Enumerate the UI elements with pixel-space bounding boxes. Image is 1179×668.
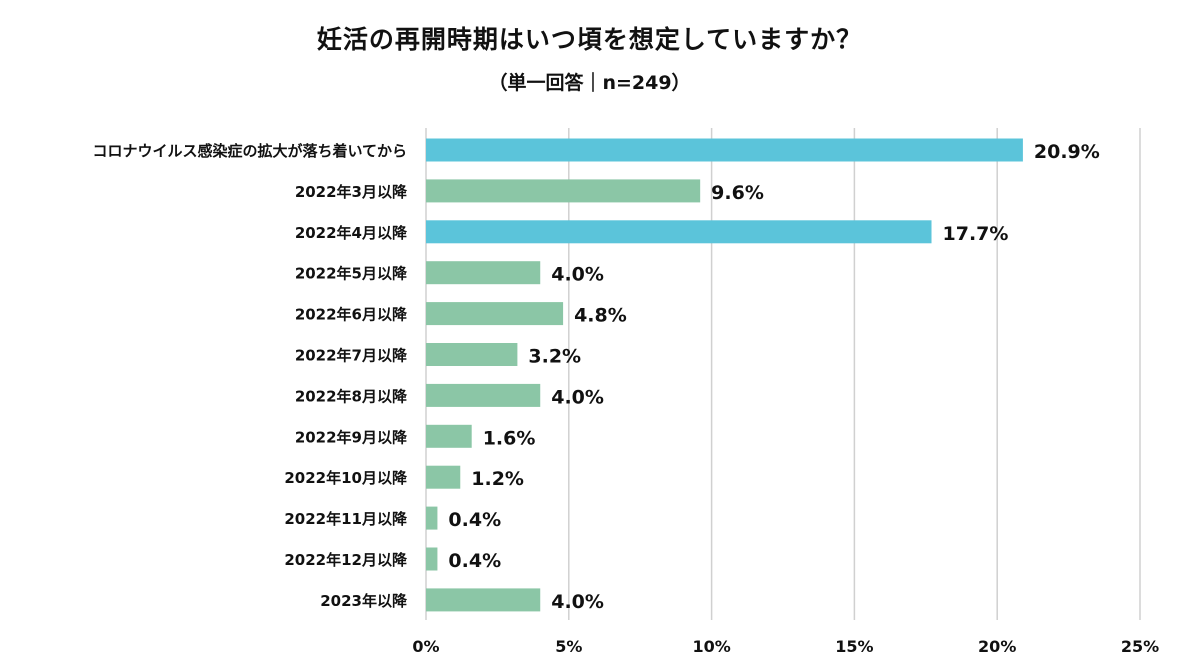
category-label: 2022年4月以降 xyxy=(295,224,408,242)
bar xyxy=(426,138,1023,162)
bar xyxy=(426,547,438,571)
value-label: 0.4% xyxy=(448,509,501,531)
value-label: 1.6% xyxy=(483,427,536,449)
bar xyxy=(426,588,541,612)
value-label: 4.0% xyxy=(551,591,604,613)
bar xyxy=(426,261,541,285)
chart-subtitle: （単一回答｜n=249） xyxy=(488,72,691,94)
category-label: 2022年7月以降 xyxy=(295,347,408,365)
bar xyxy=(426,179,701,203)
category-label: 2023年以降 xyxy=(320,592,408,610)
value-label: 4.0% xyxy=(551,264,604,286)
value-label: 1.2% xyxy=(471,468,524,490)
category-label: 2022年12月以降 xyxy=(284,551,408,569)
category-label: コロナウイルス感染症の拡大が落ち着いてから xyxy=(92,142,407,160)
x-tick-label: 15% xyxy=(835,637,873,656)
value-label: 3.2% xyxy=(528,346,581,368)
value-label: 0.4% xyxy=(448,550,501,572)
bar xyxy=(426,220,932,244)
chart-title: 妊活の再開時期はいつ頃を想定していますか？ xyxy=(316,25,863,54)
category-label: 2022年6月以降 xyxy=(295,306,408,324)
category-label: 2022年5月以降 xyxy=(295,265,408,283)
category-label: 2022年11月以降 xyxy=(284,510,408,528)
x-tick-label: 20% xyxy=(978,637,1016,656)
value-label: 20.9% xyxy=(1034,141,1100,163)
bar xyxy=(426,424,472,448)
value-label: 17.7% xyxy=(943,223,1009,245)
value-label: 9.6% xyxy=(711,182,764,204)
x-tick-label: 25% xyxy=(1121,637,1159,656)
x-tick-label: 0% xyxy=(412,637,439,656)
category-label: 2022年3月以降 xyxy=(295,183,408,201)
x-tick-label: 5% xyxy=(555,637,582,656)
bar xyxy=(426,343,518,366)
category-label: 2022年8月以降 xyxy=(295,387,408,405)
category-label: 2022年9月以降 xyxy=(295,428,408,446)
x-tick-label: 10% xyxy=(692,637,730,656)
bar xyxy=(426,465,461,489)
category-label: 2022年10月以降 xyxy=(284,469,408,487)
value-label: 4.0% xyxy=(551,386,604,408)
bar xyxy=(426,383,541,407)
bar xyxy=(426,506,438,530)
value-label: 4.8% xyxy=(574,305,627,327)
bar xyxy=(426,302,564,326)
